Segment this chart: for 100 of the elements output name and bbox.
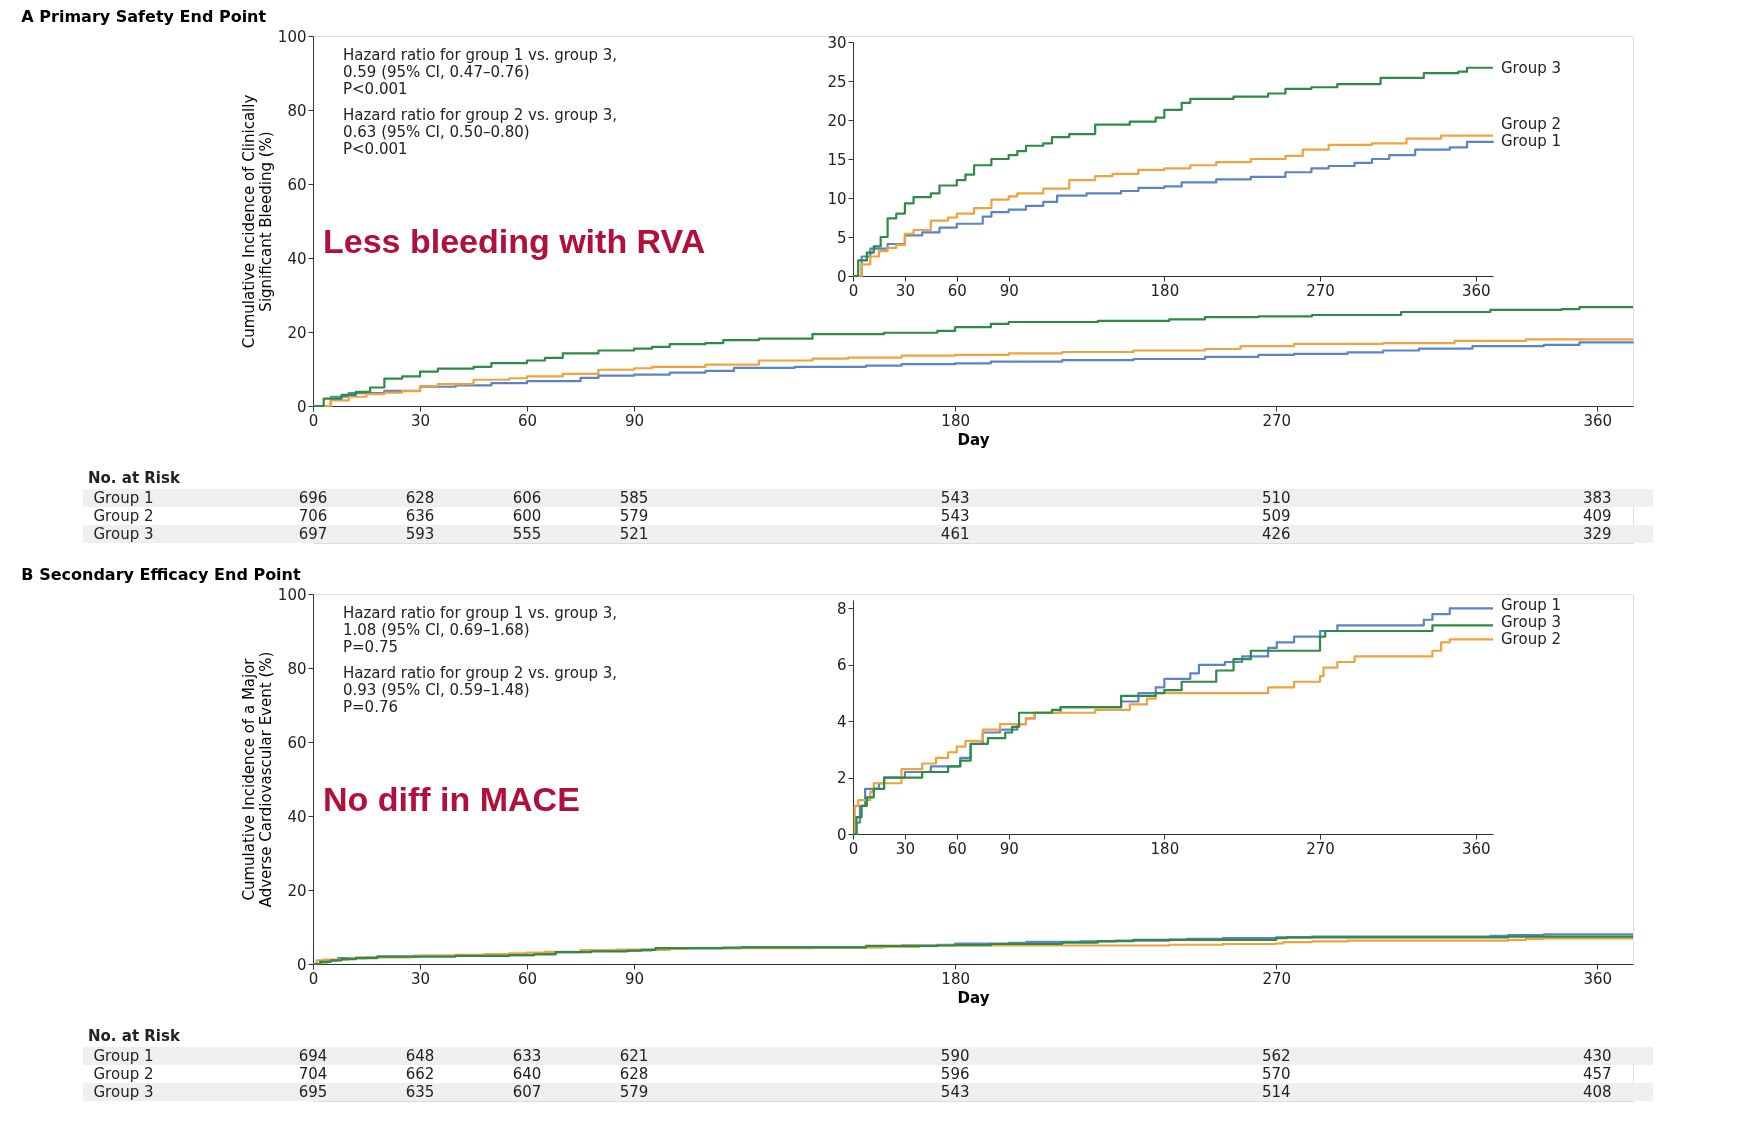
- data-label: 509: [1261, 507, 1291, 525]
- x-tick-label: 360: [1583, 969, 1613, 988]
- data-label: 628: [619, 1065, 649, 1083]
- x-tick-label: 0: [848, 281, 859, 300]
- y-tick-label: 25: [827, 72, 847, 91]
- text: No. at Risk: [88, 469, 181, 487]
- y-tick-label: 100: [277, 585, 307, 604]
- annotation: Hazard ratio for group 1 vs. group 3, 1.08 (95% CI, 0.69–1.68) P=0.75: [343, 604, 617, 656]
- data-label: 704: [298, 1065, 328, 1083]
- data-label: 636: [405, 507, 435, 525]
- y-tick-label: 10: [827, 189, 847, 208]
- x-tick-label: 60: [947, 281, 967, 300]
- x-tick-label: 360: [1583, 411, 1613, 430]
- x-tick-label: 270: [1306, 839, 1335, 858]
- x-tick-label: 0: [308, 411, 319, 430]
- x-tick-label: 270: [1306, 281, 1335, 300]
- data-label: 514: [1261, 1083, 1291, 1101]
- x-tick-label: 60: [518, 969, 538, 988]
- data-label: 457: [1583, 1065, 1612, 1083]
- data-label: 606: [512, 489, 542, 507]
- data-label: 521: [619, 525, 649, 543]
- x-axis-title: Day: [957, 430, 990, 449]
- y-axis-title: Cumulative Incidence of Clinically Significant Bleeding (%): [239, 94, 275, 349]
- x-tick-label: 60: [947, 839, 967, 858]
- data-label: 696: [298, 489, 328, 507]
- x-tick-label: 30: [895, 281, 915, 300]
- data-label: 593: [405, 525, 435, 543]
- annotation: Hazard ratio for group 2 vs. group 3, 0.93 (95% CI, 0.59–1.48) P=0.76: [343, 664, 617, 716]
- data-label: 585: [619, 489, 649, 507]
- x-tick-label: 0: [848, 839, 859, 858]
- x-tick-label: 270: [1262, 969, 1292, 988]
- x-axis-title: Day: [957, 988, 990, 1007]
- y-tick-label: Group 3: [93, 1083, 154, 1101]
- y-tick-label: Group 1: [93, 1047, 154, 1065]
- text: B Secondary Efficacy End Point: [21, 565, 301, 584]
- x-tick-label: 180: [941, 411, 970, 430]
- y-tick-label: 60: [287, 175, 307, 194]
- y-tick-label: 60: [287, 733, 307, 752]
- data-label: 329: [1583, 525, 1612, 543]
- y-tick-label: 0: [296, 955, 307, 974]
- x-tick-label: 90: [625, 411, 645, 430]
- x-tick-label: 270: [1262, 411, 1292, 430]
- y-axis-title: Cumulative Incidence of a Major Adverse Cardiovascular Event (%): [239, 651, 275, 908]
- series-label: Group 3: [1501, 613, 1561, 632]
- data-label: 579: [619, 507, 649, 525]
- data-label: 590: [940, 1047, 970, 1065]
- x-tick-label: 90: [625, 969, 645, 988]
- data-label: 640: [512, 1065, 542, 1083]
- x-tick-label: 30: [410, 411, 431, 430]
- data-label: 510: [1261, 489, 1291, 507]
- y-tick-label: 30: [827, 33, 847, 52]
- y-tick-label: Group 2: [93, 1065, 154, 1083]
- data-label: 562: [1261, 1047, 1291, 1065]
- data-label: 543: [940, 489, 970, 507]
- y-tick-label: Group 3: [93, 525, 154, 543]
- series-label: Group 3: [1501, 58, 1561, 77]
- y-tick-label: 6: [836, 656, 847, 675]
- data-label: 426: [1261, 525, 1291, 543]
- x-tick-label: 90: [999, 839, 1019, 858]
- data-label: 543: [940, 1083, 970, 1101]
- x-tick-label: 60: [518, 411, 538, 430]
- data-label: 408: [1583, 1083, 1612, 1101]
- x-tick-label: 30: [410, 969, 431, 988]
- data-label: 662: [405, 1065, 435, 1083]
- data-label: 596: [940, 1065, 970, 1083]
- text: A Primary Safety End Point: [21, 7, 267, 26]
- x-tick-label: 360: [1461, 281, 1491, 300]
- data-label: 695: [298, 1083, 328, 1101]
- text: No. at Risk: [88, 1027, 181, 1045]
- x-tick-label: 0: [308, 969, 319, 988]
- y-tick-label: 5: [836, 228, 847, 247]
- series-label: Group 1: [1501, 596, 1561, 615]
- annotation: Less bleeding with RVA: [323, 222, 706, 260]
- y-tick-label: 2: [836, 769, 847, 788]
- data-label: 570: [1261, 1065, 1291, 1083]
- y-tick-label: 20: [287, 881, 307, 900]
- data-label: 628: [405, 489, 435, 507]
- y-tick-label: Group 1: [93, 489, 154, 507]
- data-label: 579: [619, 1083, 649, 1101]
- x-tick-label: 30: [895, 839, 915, 858]
- data-label: 430: [1583, 1047, 1612, 1065]
- y-tick-label: 20: [287, 323, 307, 342]
- data-label: 543: [940, 507, 970, 525]
- y-tick-label: 4: [836, 712, 847, 731]
- y-tick-label: 100: [277, 27, 307, 46]
- data-label: 555: [512, 525, 542, 543]
- series-label: Group 1: [1501, 132, 1561, 151]
- data-label: 409: [1583, 507, 1612, 525]
- x-tick-label: 180: [1150, 839, 1180, 858]
- y-tick-label: Group 2: [93, 507, 154, 525]
- y-tick-label: 0: [296, 397, 307, 416]
- x-tick-label: 180: [1150, 281, 1180, 300]
- annotation: No diff in MACE: [323, 780, 580, 818]
- y-tick-label: 0: [836, 267, 847, 286]
- y-tick-label: 8: [836, 599, 847, 618]
- y-tick-label: 80: [287, 101, 307, 120]
- y-tick-label: 40: [287, 249, 307, 268]
- y-tick-label: 20: [827, 111, 847, 130]
- data-label: 607: [512, 1083, 542, 1101]
- y-tick-label: 0: [836, 825, 847, 844]
